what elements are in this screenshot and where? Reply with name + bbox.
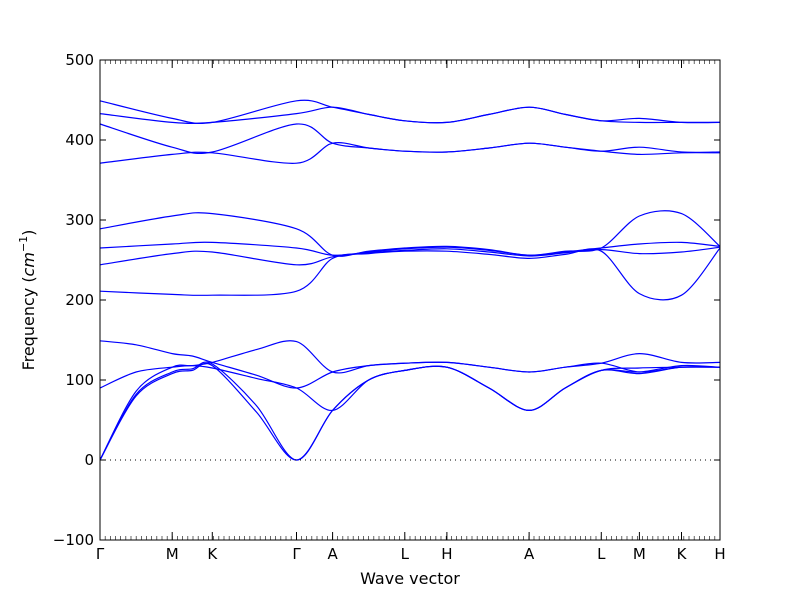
x-tick-label-2: K — [207, 545, 218, 563]
x-tick-label-5: L — [401, 545, 410, 563]
y-axis-label-close: ) — [19, 230, 38, 236]
y-tick-label-1: 0 — [84, 451, 94, 469]
band-line-9 — [99, 210, 721, 257]
y-axis-label-text: Frequency ( — [19, 276, 38, 370]
x-tick-label-3: Γ — [292, 545, 301, 563]
x-axis-label: Wave vector — [360, 569, 460, 588]
band-line-4 — [99, 340, 721, 461]
y-tick-label-4: 300 — [65, 211, 94, 229]
x-minor-ticks — [104, 60, 716, 540]
x-tick-label-11: H — [714, 545, 725, 563]
y-axis-label: Frequency (cm−1) — [17, 230, 38, 371]
y-tick-label-2: 100 — [65, 371, 94, 389]
band-line-7 — [99, 246, 721, 266]
y-tick-label-6: 500 — [65, 51, 94, 69]
x-tick-label-0: Γ — [96, 545, 105, 563]
band-line-5 — [99, 340, 721, 389]
x-tick-label-7: A — [524, 545, 535, 563]
y-tick-label-3: 200 — [65, 291, 94, 309]
x-tick-label-8: L — [597, 545, 606, 563]
band-lines — [99, 99, 721, 461]
band-line-13 — [99, 99, 721, 125]
y-axis-ticks: −100 0 100 200 300 400 500 — [53, 51, 720, 549]
band-line-11 — [99, 123, 721, 155]
x-tick-label-1: M — [166, 545, 179, 563]
x-tick-label-6: H — [441, 545, 452, 563]
y-axis-label-exponent: −1 — [17, 236, 30, 252]
x-tick-label-10: K — [677, 545, 688, 563]
x-tick-label-9: M — [633, 545, 646, 563]
y-axis-label-unit: cm — [19, 252, 38, 276]
y-tick-label-5: 400 — [65, 131, 94, 149]
band-line-8 — [99, 241, 721, 256]
y-tick-label-0: −100 — [53, 531, 94, 549]
band-line-1 — [99, 362, 721, 461]
band-line-6 — [99, 247, 721, 301]
plot-frame — [99, 59, 721, 541]
band-line-2 — [99, 361, 721, 461]
x-tick-label-4: A — [327, 545, 338, 563]
